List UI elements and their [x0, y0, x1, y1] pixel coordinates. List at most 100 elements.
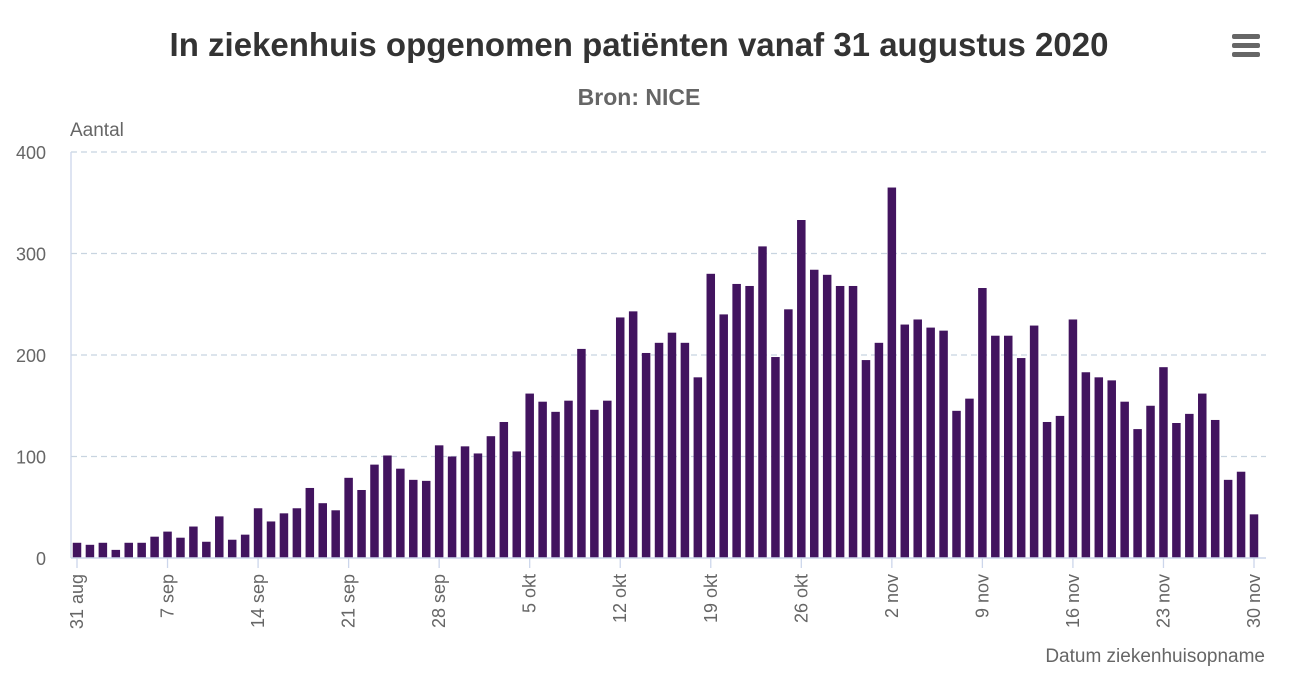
bar[interactable] — [874, 342, 884, 558]
bar[interactable] — [460, 446, 470, 558]
bar[interactable] — [85, 544, 95, 558]
bar[interactable] — [822, 274, 832, 558]
bar[interactable] — [965, 398, 974, 558]
bar[interactable] — [551, 411, 560, 558]
bar[interactable] — [861, 360, 871, 558]
bar[interactable] — [926, 327, 935, 558]
bar[interactable] — [253, 508, 263, 558]
bar[interactable] — [1185, 413, 1194, 558]
bar[interactable] — [693, 377, 703, 558]
bar[interactable] — [1133, 429, 1142, 558]
bar[interactable] — [603, 400, 612, 558]
bar[interactable] — [1249, 514, 1259, 558]
bar[interactable] — [758, 246, 767, 558]
bar[interactable] — [292, 508, 302, 558]
x-tick-label: 16 nov — [1063, 574, 1083, 628]
bar[interactable] — [1159, 367, 1168, 558]
bar[interactable] — [176, 537, 185, 558]
bar[interactable] — [615, 317, 625, 558]
bar[interactable] — [1081, 372, 1091, 558]
bar[interactable] — [434, 445, 444, 558]
bar[interactable] — [486, 436, 496, 558]
bar[interactable] — [499, 421, 509, 558]
bar[interactable] — [628, 311, 638, 558]
bar[interactable] — [111, 549, 121, 558]
bar[interactable] — [784, 309, 793, 558]
bar[interactable] — [227, 539, 237, 558]
bar[interactable] — [473, 453, 483, 558]
bar[interactable] — [732, 283, 741, 558]
bar[interactable] — [564, 400, 573, 558]
bar[interactable] — [577, 348, 586, 558]
bar[interactable] — [396, 468, 405, 558]
bar[interactable] — [680, 342, 690, 558]
bar[interactable] — [745, 285, 754, 558]
grid-lines — [71, 151, 1266, 458]
menu-line — [1232, 43, 1260, 48]
bar[interactable] — [318, 503, 327, 558]
chart-subtitle: Bron: NICE — [577, 84, 701, 110]
bar[interactable] — [1172, 423, 1181, 558]
bar[interactable] — [383, 455, 392, 558]
bar[interactable] — [848, 285, 858, 558]
bar[interactable] — [641, 352, 651, 558]
bar[interactable] — [991, 335, 1000, 558]
bar[interactable] — [202, 541, 211, 558]
x-tick-label: 31 aug — [67, 574, 87, 629]
bar[interactable] — [1223, 479, 1233, 558]
bar[interactable] — [331, 510, 340, 558]
y-axis-title: Aantal — [70, 120, 124, 141]
bar[interactable] — [525, 393, 534, 558]
bar[interactable] — [215, 516, 224, 558]
bar[interactable] — [266, 521, 276, 558]
bar[interactable] — [344, 477, 353, 558]
bar[interactable] — [240, 534, 250, 558]
bar[interactable] — [1042, 421, 1052, 558]
bar[interactable] — [421, 480, 431, 558]
bar[interactable] — [1210, 419, 1220, 558]
bar[interactable] — [654, 342, 664, 558]
bar[interactable] — [1107, 380, 1116, 558]
bar[interactable] — [1016, 358, 1026, 558]
bar[interactable] — [771, 357, 780, 558]
bar[interactable] — [887, 187, 897, 558]
bar[interactable] — [189, 526, 198, 558]
bar[interactable] — [72, 542, 82, 558]
bar[interactable] — [835, 285, 845, 558]
bar[interactable] — [1029, 325, 1039, 558]
bar[interactable] — [1236, 471, 1246, 558]
bar[interactable] — [913, 319, 922, 558]
bar[interactable] — [305, 487, 315, 558]
bar[interactable] — [939, 330, 948, 558]
hamburger-menu-icon[interactable] — [1228, 30, 1264, 62]
bar[interactable] — [150, 536, 159, 558]
bar[interactable] — [1120, 401, 1129, 558]
bar[interactable] — [137, 542, 146, 558]
bar[interactable] — [538, 401, 547, 558]
bar[interactable] — [667, 332, 677, 558]
x-axis: 31 aug 7 sep 14 sep 21 sep 28 sep 5 okt 12 okt… — [67, 557, 1266, 629]
bar[interactable] — [719, 314, 728, 558]
bar[interactable] — [706, 273, 716, 558]
bar[interactable] — [447, 456, 457, 559]
bar[interactable] — [1146, 405, 1155, 558]
bar[interactable] — [1198, 393, 1207, 558]
bar[interactable] — [124, 542, 133, 558]
bar[interactable] — [98, 542, 108, 558]
bar[interactable] — [978, 288, 987, 558]
bar[interactable] — [952, 410, 961, 558]
bar[interactable] — [809, 269, 819, 558]
bar[interactable] — [370, 464, 379, 558]
bar[interactable] — [900, 324, 910, 558]
bar[interactable] — [357, 489, 366, 558]
bar[interactable] — [409, 479, 418, 558]
bar[interactable] — [1004, 335, 1013, 558]
bar[interactable] — [590, 409, 599, 558]
bar[interactable] — [797, 220, 806, 558]
bar[interactable] — [1094, 377, 1104, 558]
bar[interactable] — [1068, 319, 1078, 558]
bar[interactable] — [163, 531, 172, 558]
bar[interactable] — [512, 451, 522, 558]
bar[interactable] — [279, 513, 289, 558]
bar[interactable] — [1055, 415, 1065, 558]
